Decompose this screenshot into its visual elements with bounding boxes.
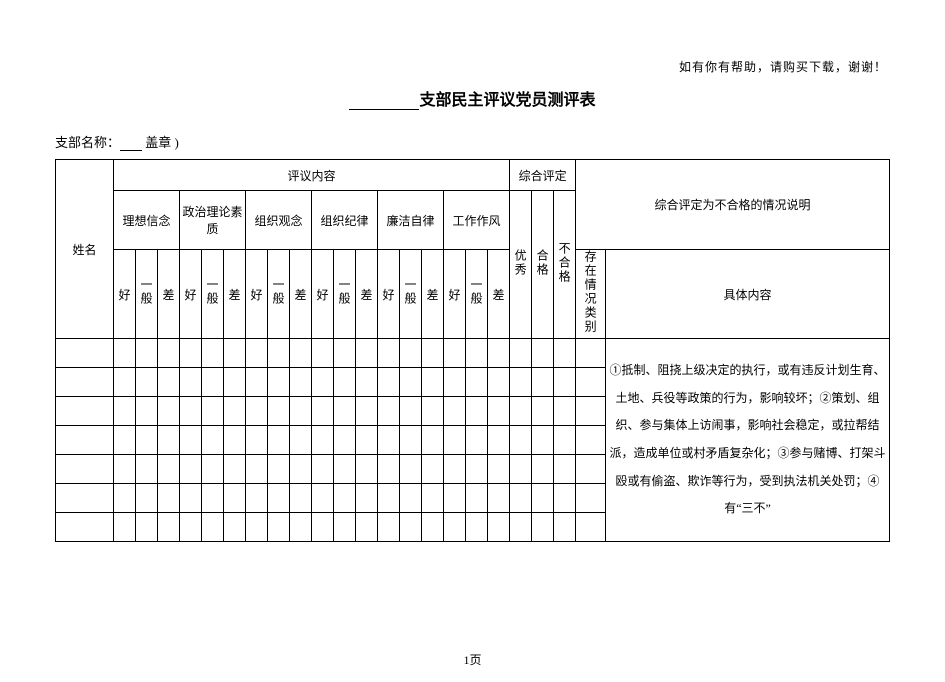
scale-bad-4: 差: [422, 250, 444, 339]
scale-avg-5: 一般: [466, 250, 488, 339]
scale-avg-1: 一般: [202, 250, 224, 339]
fail-explanation-text: ①抵制、阻挠上级决定的执行，或有违反计划生育、土地、兵役等政策的行为，影响较坏；…: [606, 339, 890, 542]
evaluation-table: 姓名 评议内容 综合评定 综合评定为不合格的情况说明 理想信念 政治理论素质 组…: [55, 159, 890, 542]
criteria-0: 理想信念: [114, 191, 180, 250]
scale-avg-3: 一般: [334, 250, 356, 339]
scale-avg-4: 一般: [400, 250, 422, 339]
title-text: 支部民主评议党员测评表: [419, 92, 595, 109]
document-title: 支部民主评议党员测评表: [55, 86, 890, 110]
branch-blank-underline: [120, 137, 142, 151]
table-row: ①抵制、阻挠上级决定的执行，或有违反计划生育、土地、兵役等政策的行为，影响较坏；…: [56, 339, 890, 368]
col-header-overall: 综合评定: [510, 160, 576, 191]
header-row-1: 姓名 评议内容 综合评定 综合评定为不合格的情况说明: [56, 160, 890, 191]
scale-bad-5: 差: [488, 250, 510, 339]
overall-excellent: 优秀: [510, 191, 532, 339]
branch-label-suffix: 盖章 ): [145, 135, 179, 150]
criteria-3: 组织纪律: [312, 191, 378, 250]
overall-fail: 不合格: [554, 191, 576, 339]
scale-avg-0: 一般: [136, 250, 158, 339]
col-header-fail-explain: 综合评定为不合格的情况说明: [576, 160, 890, 250]
scale-good-4: 好: [378, 250, 400, 339]
scale-good-0: 好: [114, 250, 136, 339]
scale-good-2: 好: [246, 250, 268, 339]
criteria-4: 廉洁自律: [378, 191, 444, 250]
detail-header: 具体内容: [606, 250, 890, 339]
top-helper-note: 如有你有帮助，请购买下载，谢谢！: [679, 58, 887, 75]
header-row-3: 好 一般 差 好 一般 差 好 一般 差 好 一般 差 好 一般 差 好 一般 …: [56, 250, 890, 339]
criteria-1: 政治理论素质: [180, 191, 246, 250]
criteria-5: 工作作风: [444, 191, 510, 250]
document-page: 如有你有帮助，请购买下载，谢谢！ 支部民主评议党员测评表 支部名称： 盖章 ) …: [0, 0, 945, 682]
scale-bad-1: 差: [224, 250, 246, 339]
situation-category: 存在情况类别: [576, 250, 606, 339]
scale-good-1: 好: [180, 250, 202, 339]
scale-good-5: 好: [444, 250, 466, 339]
page-number: 1页: [0, 651, 945, 668]
scale-bad-3: 差: [356, 250, 378, 339]
scale-good-3: 好: [312, 250, 334, 339]
title-blank-underline: [349, 93, 419, 110]
scale-bad-0: 差: [158, 250, 180, 339]
scale-bad-2: 差: [290, 250, 312, 339]
overall-pass: 合格: [532, 191, 554, 339]
criteria-2: 组织观念: [246, 191, 312, 250]
branch-label-prefix: 支部名称：: [55, 135, 120, 150]
branch-name-line: 支部名称： 盖章 ): [55, 132, 890, 151]
scale-avg-2: 一般: [268, 250, 290, 339]
col-header-content: 评议内容: [114, 160, 510, 191]
col-header-name: 姓名: [56, 160, 114, 339]
